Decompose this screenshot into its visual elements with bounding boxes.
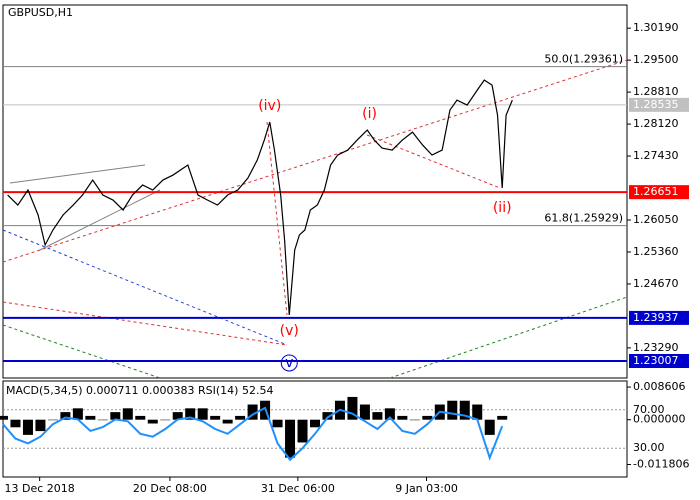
macd-bar	[110, 412, 121, 420]
macd-bar	[497, 415, 508, 420]
macd-bar	[185, 408, 196, 420]
macd-bar	[422, 415, 433, 420]
triangle-line	[9, 164, 146, 184]
rsi-line	[2, 406, 504, 462]
wave-label: (v)	[280, 323, 299, 339]
macd-bar	[172, 412, 183, 420]
macd-bar	[384, 408, 395, 420]
y-tick-label: 1.24670	[633, 277, 679, 290]
x-tick-label: 9 Jan 03:00	[395, 482, 458, 495]
macd-bar	[47, 419, 58, 421]
macd-bar	[122, 408, 133, 420]
y-tick-label: 1.30190	[633, 21, 679, 34]
wave-label: v	[285, 355, 293, 371]
macd-bar	[484, 419, 495, 435]
level-label: 1.28535	[633, 98, 679, 111]
level-label: 1.23007	[633, 354, 679, 367]
macd-bar	[210, 415, 221, 420]
wave-label: (i)	[362, 106, 377, 122]
level-label-box	[629, 353, 689, 368]
macd-bar	[285, 419, 296, 458]
macd-bar	[10, 419, 21, 428]
macd-bar	[147, 419, 158, 424]
fib-label: 50.0(1.29361)	[544, 53, 623, 66]
chart-title: GBPUSD,H1	[8, 6, 73, 19]
macd-bar	[409, 419, 420, 421]
macd-bar	[447, 400, 458, 420]
price-line	[7, 79, 513, 315]
y-tick-label: 1.25360	[633, 245, 679, 258]
y-tick-label: 0.000000	[633, 413, 686, 426]
macd-bar	[60, 412, 71, 420]
macd-bar	[35, 419, 46, 432]
x-tick-label: 31 Dec 06:00	[261, 482, 335, 495]
y2-tick-label: 70.00	[633, 403, 665, 416]
macd-bar	[235, 415, 246, 420]
macd-bar	[310, 419, 320, 428]
wave-line	[266, 121, 288, 316]
level-label-box	[629, 310, 689, 325]
macd-bar	[97, 419, 108, 421]
y-tick-label: 1.29500	[633, 53, 679, 66]
level-label: 1.23937	[633, 311, 679, 324]
trend-line	[2, 59, 628, 263]
y2-tick-label: 30.00	[633, 441, 665, 454]
macd-bar	[247, 404, 258, 420]
macd-bar	[222, 419, 233, 424]
macd-bar	[85, 415, 96, 420]
level-label: 1.26651	[633, 185, 679, 198]
level-label-box	[629, 185, 689, 200]
macd-bar	[347, 396, 358, 420]
y-tick-label: 1.26050	[633, 213, 679, 226]
macd-bar	[297, 419, 308, 443]
x-tick-label: 13 Dec 2018	[5, 482, 75, 495]
y-tick-label: 0.008606	[633, 380, 686, 393]
wave-label: (ii)	[493, 200, 512, 216]
wave-circle	[280, 354, 298, 372]
macd-bar	[472, 404, 483, 420]
y-tick-label: 1.28120	[633, 117, 679, 130]
macd-bar	[459, 400, 470, 420]
y-tick-label: 1.27430	[633, 149, 679, 162]
macd-bar	[22, 419, 33, 435]
macd-bar	[197, 408, 208, 420]
x-tick-label: 20 Dec 08:00	[133, 482, 207, 495]
y-tick-label: -0.011806	[633, 458, 689, 471]
macd-bar	[135, 415, 146, 420]
trend-lines	[2, 59, 628, 379]
indicator-title: MACD(5,34,5) 0.000711 0.000383 RSI(14) 5…	[6, 384, 273, 397]
triangle-line	[39, 189, 161, 251]
macd-bar	[322, 412, 333, 420]
macd-bar	[0, 415, 8, 420]
macd-bar	[359, 404, 370, 420]
wave-label: (iv)	[258, 98, 281, 114]
y-tick-label: 1.28810	[633, 85, 679, 98]
trend-line	[2, 324, 161, 379]
level-label-box	[629, 97, 689, 112]
macd-bar	[272, 419, 283, 428]
macd-bar	[397, 415, 408, 420]
indicator-panel	[2, 380, 628, 478]
macd-bar	[72, 408, 83, 420]
fib-label: 61.8(1.25929)	[544, 212, 623, 225]
y-tick-label: 1.23290	[633, 341, 679, 354]
macd-bar	[372, 412, 383, 420]
macd-bar	[160, 419, 171, 421]
